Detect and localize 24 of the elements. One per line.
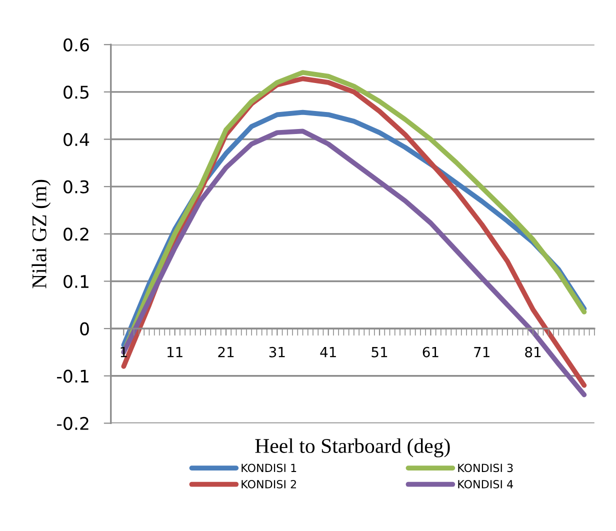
legend-label: KONDISI 2: [242, 480, 296, 488]
x-axis-title: Heel to Starboard (deg): [255, 438, 450, 458]
y-axis-title: Nilai GZ (m): [32, 180, 51, 288]
y-tick-label: 0.5: [64, 86, 89, 99]
y-tick-label: 0.1: [64, 274, 88, 288]
x-tick-label: 81: [525, 346, 541, 358]
y-tick-label: 0.6: [64, 38, 89, 52]
line-series: [121, 128, 587, 398]
x-tick-label: 51: [372, 347, 388, 358]
legend-label: KONDISI 3: [458, 464, 513, 472]
x-tick-label: 61: [422, 346, 438, 358]
y-tick-label: -0.1: [57, 370, 88, 383]
x-tick-label: 21: [218, 346, 234, 358]
x-tick-label: 11: [168, 347, 182, 358]
y-tick-label: 0.3: [64, 180, 89, 194]
x-tick-label: 41: [320, 347, 336, 358]
y-tick-label: 0.4: [64, 132, 90, 146]
y-tick-label: 0: [80, 322, 89, 336]
legend-label: KONDISI 4: [458, 480, 513, 488]
legend-label: KONDISI 1: [242, 464, 296, 472]
x-tick-label: 71: [474, 347, 490, 358]
x-tick-label: 31: [269, 346, 285, 358]
y-tick-label: -0.2: [57, 416, 88, 430]
y-tick-label: 0.2: [64, 228, 88, 241]
